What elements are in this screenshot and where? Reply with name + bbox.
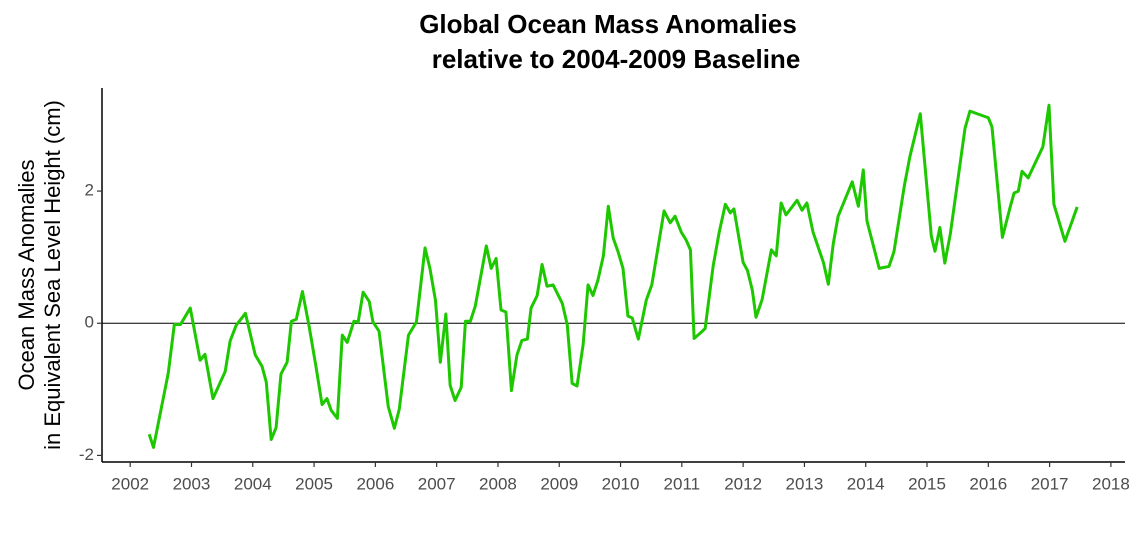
x-tick-label: 2003 bbox=[173, 474, 211, 493]
x-tick-label: 2015 bbox=[908, 474, 946, 493]
x-tick-label: 2002 bbox=[111, 474, 149, 493]
y-axis-label: in Equivalent Sea Level Height (cm) bbox=[40, 100, 65, 450]
x-tick-label: 2009 bbox=[540, 474, 578, 493]
x-tick-label: 2017 bbox=[1031, 474, 1069, 493]
x-tick-label: 2014 bbox=[847, 474, 885, 493]
chart-title: Global Ocean Mass Anomalies bbox=[419, 9, 797, 39]
y-axis-label: Ocean Mass Anomalies bbox=[14, 159, 39, 390]
chart-title: relative to 2004-2009 Baseline bbox=[432, 44, 801, 74]
x-tick-label: 2008 bbox=[479, 474, 517, 493]
x-tick-label: 2007 bbox=[418, 474, 456, 493]
x-tick-label: 2016 bbox=[969, 474, 1007, 493]
x-tick-label: 2011 bbox=[664, 474, 701, 493]
x-tick-label: 2006 bbox=[356, 474, 394, 493]
y-tick-label: 0 bbox=[85, 313, 94, 332]
data-line bbox=[147, 103, 1079, 449]
y-tick-label: 2 bbox=[85, 181, 94, 200]
x-tick-label: 2018 bbox=[1092, 474, 1130, 493]
x-tick-label: 2005 bbox=[295, 474, 333, 493]
x-tick-label: 2013 bbox=[786, 474, 824, 493]
x-tick-label: 2010 bbox=[602, 474, 640, 493]
y-tick-label: -2 bbox=[79, 445, 94, 464]
x-tick-label: 2012 bbox=[724, 474, 762, 493]
x-tick-label: 2004 bbox=[234, 474, 272, 493]
